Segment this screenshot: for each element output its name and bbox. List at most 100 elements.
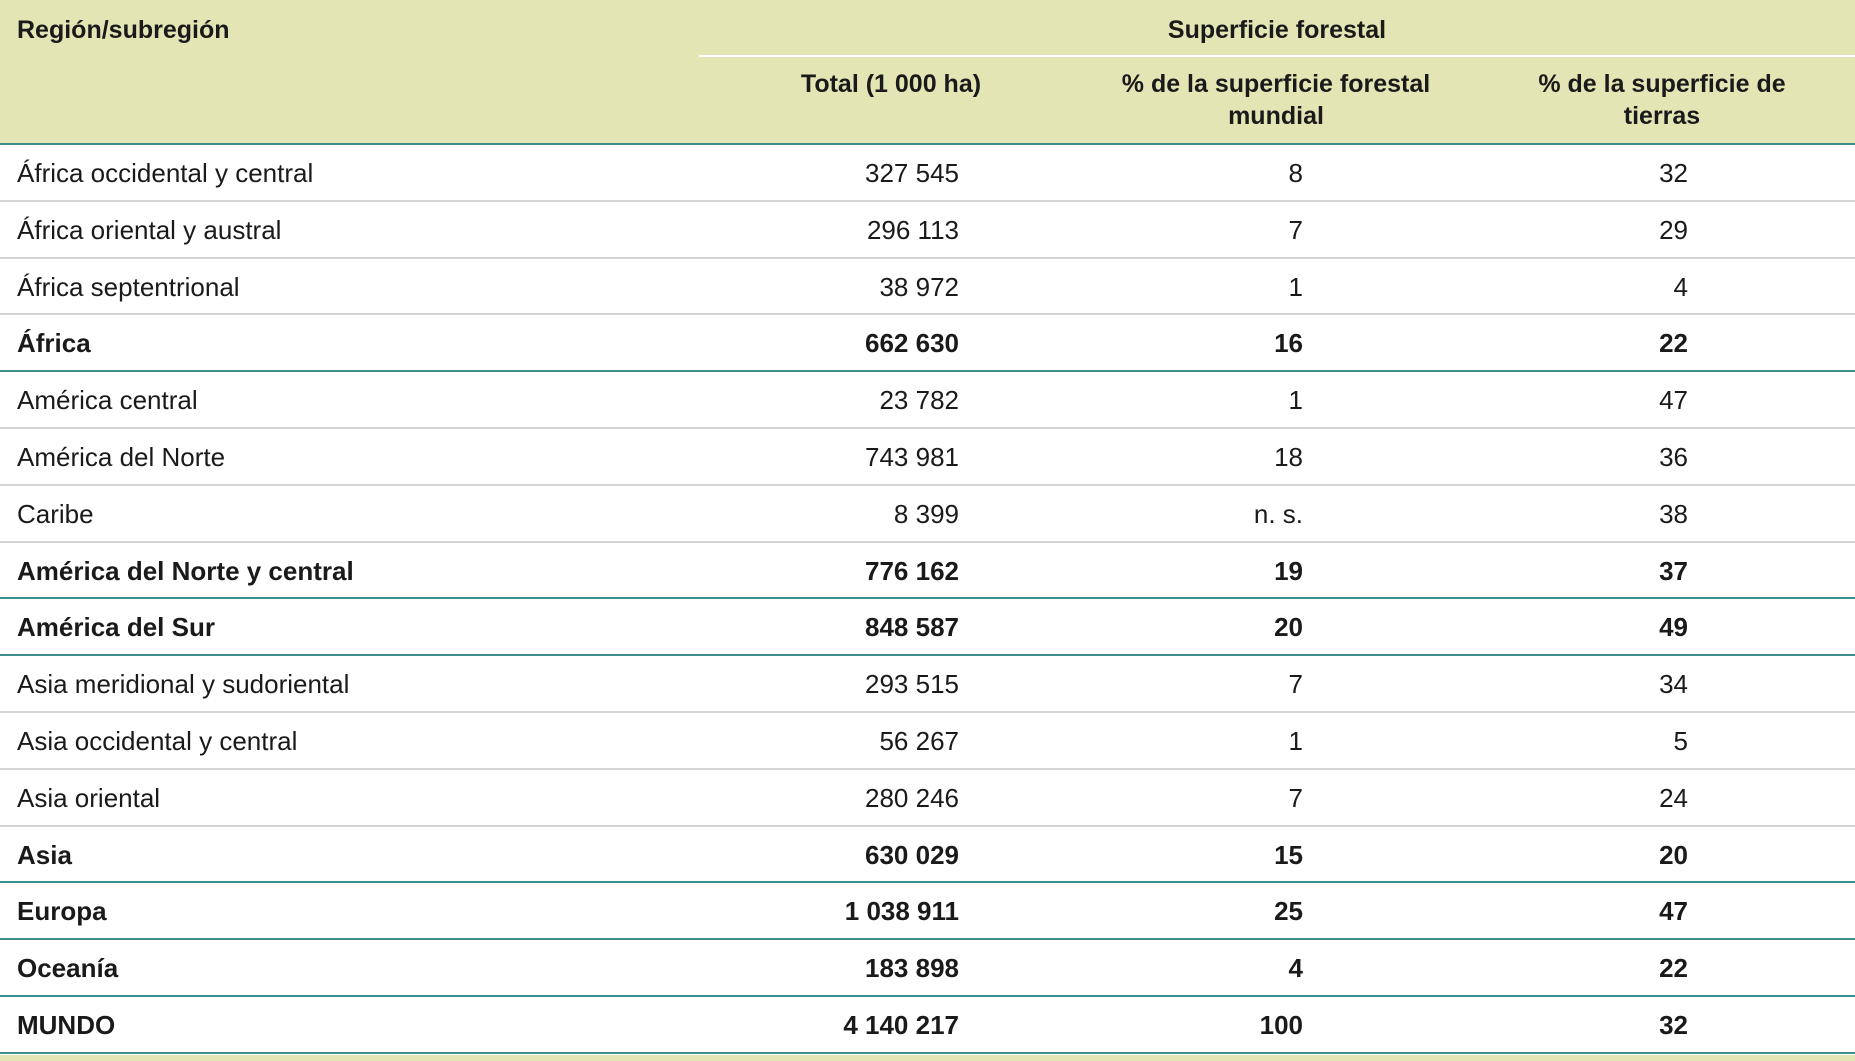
row-label: América del Norte y central xyxy=(17,555,354,586)
cell: 1 xyxy=(1288,726,1303,756)
row-label: Asia oriental xyxy=(17,782,161,813)
table-row: América del Norte y central 776 162 19 37 xyxy=(0,543,1855,600)
row-divider xyxy=(0,370,1855,373)
row-divider xyxy=(0,483,1855,486)
cell: 7 xyxy=(1288,214,1303,245)
row-label: América del Sur xyxy=(17,612,215,643)
cell: 34 xyxy=(1659,669,1688,700)
row-label: Asia meridional y sudoriental xyxy=(17,669,350,700)
table-row: Asia 630 029 15 20 xyxy=(0,827,1855,884)
cell: 32 xyxy=(1659,1010,1688,1040)
table-row: Europa 1 038 911 25 47 xyxy=(0,883,1855,940)
row-label: Asia occidental y central xyxy=(17,726,298,756)
footer-strip xyxy=(0,1055,1855,1061)
cell: 47 xyxy=(1659,896,1688,927)
row-divider xyxy=(0,881,1855,884)
row-divider xyxy=(0,995,1855,997)
row-divider xyxy=(0,313,1855,316)
cell: 24 xyxy=(1659,782,1688,813)
cell: 22 xyxy=(1659,328,1688,359)
header-region: Región/subregión xyxy=(17,16,230,44)
row-divider xyxy=(0,767,1855,770)
cell: 4 xyxy=(1288,953,1303,984)
cell: 25 xyxy=(1274,896,1303,927)
row-label: América central xyxy=(17,385,198,416)
cell: 4 xyxy=(1673,271,1688,302)
cell: 20 xyxy=(1274,612,1303,643)
row-divider xyxy=(0,1051,1855,1054)
cell: 8 399 xyxy=(893,498,959,529)
table-row: MUNDO 4 140 217 100 32 xyxy=(0,997,1855,1054)
row-label: África septentrional xyxy=(17,271,240,302)
cell: 4 140 217 xyxy=(843,1010,959,1040)
row-label: Europa xyxy=(17,896,107,927)
table-row: Asia meridional y sudoriental 293 515 7 34 xyxy=(0,656,1855,713)
cell: 662 630 xyxy=(865,328,959,359)
row-divider xyxy=(0,199,1855,202)
row-divider xyxy=(0,938,1855,941)
cell: 32 xyxy=(1659,158,1688,188)
cell: 630 029 xyxy=(865,839,959,870)
cell: 16 xyxy=(1274,328,1303,359)
cell: 8 xyxy=(1288,158,1303,188)
cell: 18 xyxy=(1274,442,1303,472)
row-divider xyxy=(0,711,1855,713)
table-row: África oriental y austral 296 113 7 29 xyxy=(0,202,1855,259)
cell: 15 xyxy=(1274,839,1303,870)
row-label: África xyxy=(17,328,91,359)
row-label: MUNDO xyxy=(17,1010,116,1040)
cell: 848 587 xyxy=(865,612,959,643)
cell: 327 545 xyxy=(865,158,959,188)
table-row: Asia occidental y central 56 267 1 5 xyxy=(0,713,1855,770)
cell: 29 xyxy=(1659,214,1688,245)
cell: 776 162 xyxy=(865,555,959,586)
cell: 1 xyxy=(1288,385,1303,416)
header-col: Total (1 000 ha) xyxy=(800,70,982,98)
header-rule xyxy=(699,55,1855,57)
table-row: Asia oriental 280 246 7 24 xyxy=(0,770,1855,827)
cell: 183 898 xyxy=(865,953,959,984)
table-row: Oceanía 183 898 4 22 xyxy=(0,940,1855,997)
cell: 20 xyxy=(1659,839,1688,870)
cell: 49 xyxy=(1659,612,1688,643)
cell: 7 xyxy=(1288,782,1303,813)
cell: 22 xyxy=(1659,953,1688,984)
header-col: % de la superficie de tierras xyxy=(1538,70,1786,130)
row-divider xyxy=(0,597,1855,600)
cell: 1 xyxy=(1288,271,1303,302)
cell: 280 246 xyxy=(865,782,959,813)
row-label: Caribe xyxy=(17,498,94,529)
cell: 5 xyxy=(1673,726,1688,756)
table-row: América del Sur 848 587 20 49 xyxy=(0,599,1855,656)
cell: 38 972 xyxy=(879,271,959,302)
cell: 100 xyxy=(1259,1010,1303,1040)
row-label: América del Norte xyxy=(17,442,226,472)
row-divider xyxy=(0,256,1855,259)
table-row: África 662 630 16 22 xyxy=(0,315,1855,372)
table-header: Región/subregión Superficie forestal Tot… xyxy=(0,0,1855,144)
header-line xyxy=(0,143,1855,145)
row-label: África occidental y central xyxy=(17,158,314,188)
row-label: Asia xyxy=(17,839,72,870)
cell: 38 xyxy=(1659,498,1688,529)
table-row: África septentrional 38 972 1 4 xyxy=(0,259,1855,316)
cell: 56 267 xyxy=(879,726,959,756)
table-row: Caribe 8 399 n. s. 38 xyxy=(0,486,1855,543)
row-label: Oceanía xyxy=(17,953,119,984)
cell: 1 038 911 xyxy=(844,896,959,927)
row-divider xyxy=(0,654,1855,657)
row-divider xyxy=(0,540,1855,543)
cell: 37 xyxy=(1659,555,1688,586)
table-row: América del Norte 743 981 18 36 xyxy=(0,429,1855,486)
table-row: África occidental y central 327 545 8 32 xyxy=(0,145,1855,202)
table-row: América central 23 782 1 47 xyxy=(0,372,1855,429)
row-divider xyxy=(0,427,1855,429)
header-group: Superficie forestal xyxy=(1167,16,1387,44)
cell: 36 xyxy=(1659,442,1688,472)
cell: n. s. xyxy=(1253,498,1303,529)
cell: 23 782 xyxy=(879,385,959,416)
cell: 7 xyxy=(1288,669,1303,700)
row-divider xyxy=(0,824,1855,827)
cell: 19 xyxy=(1274,555,1303,586)
